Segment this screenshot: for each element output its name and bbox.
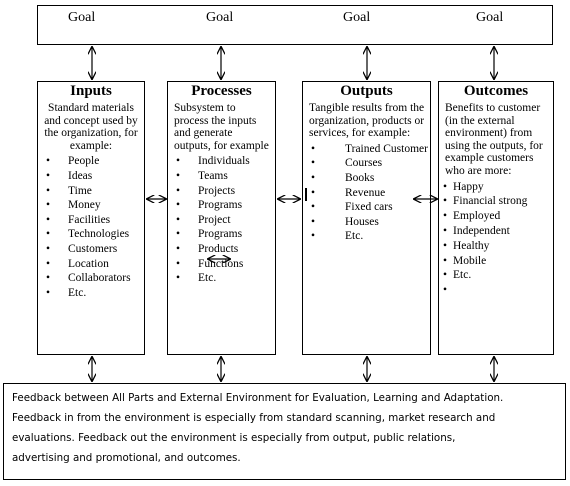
- list-item: Employed: [439, 209, 553, 224]
- list-item: Projects: [168, 184, 275, 199]
- feedback-line: Feedback between All Parts and External …: [12, 392, 504, 404]
- list-item: Independent: [439, 224, 553, 239]
- list-item: Collaborators: [38, 271, 144, 286]
- outputs-box: Outputs Tangible results from the organi…: [302, 81, 431, 355]
- list-item: Trained Customer: [303, 142, 430, 157]
- goal-label: Goal: [68, 10, 96, 25]
- goal-bar: Goal Goal Goal Goal: [37, 5, 553, 45]
- outcomes-list: Happy Financial strong Employed Independ…: [439, 180, 553, 298]
- list-item: Programs: [168, 198, 275, 213]
- list-item: Individuals: [168, 154, 275, 169]
- list-item: Etc.: [38, 286, 144, 301]
- list-item: Money: [38, 198, 144, 213]
- feedback-line: Feedback in from the environment is espe…: [12, 412, 496, 424]
- inputs-list: People Ideas Time Money Facilities Techn…: [38, 154, 144, 300]
- list-item: Happy: [439, 180, 553, 195]
- list-item: Financial strong: [439, 194, 553, 209]
- processes-box: Processes Subsystem to process the input…: [167, 81, 276, 355]
- list-item: Facilities: [38, 213, 144, 228]
- inputs-title: Inputs: [70, 83, 112, 99]
- list-item: Courses: [303, 156, 430, 171]
- feedback-box: Feedback between All Parts and External …: [3, 383, 566, 480]
- list-item: People: [38, 154, 144, 169]
- list-item: Etc.: [168, 271, 275, 286]
- list-item: Location: [38, 257, 144, 272]
- list-item: Products: [168, 242, 275, 257]
- cursor-bar: [305, 188, 307, 201]
- inputs-box: Inputs Standard materials and concept us…: [37, 81, 145, 355]
- feedback-line: advertising and promotional, and outcome…: [12, 452, 241, 464]
- outputs-description: Tangible results from the organization, …: [309, 102, 425, 140]
- outcomes-title: Outcomes: [463, 83, 529, 99]
- list-item: Fixed cars: [303, 200, 430, 215]
- processes-description: Subsystem to process the inputs and gene…: [174, 102, 269, 152]
- inputs-description: Standard materials and concept used by t…: [44, 102, 138, 152]
- processes-title: Processes: [191, 83, 252, 99]
- goal-label: Goal: [343, 10, 371, 25]
- list-item: Mobile: [439, 254, 553, 269]
- list-item: Teams: [168, 169, 275, 184]
- goal-label: Goal: [206, 10, 234, 25]
- list-item: Houses: [303, 215, 430, 230]
- feedback-line: evaluations. Feedback out the environmen…: [12, 432, 456, 444]
- outputs-list: Trained Customer Courses Books Revenue F…: [303, 142, 430, 244]
- list-item: Time: [38, 184, 144, 199]
- list-item: Ideas: [38, 169, 144, 184]
- list-item: Revenue: [303, 186, 430, 201]
- list-item: Technologies: [38, 227, 144, 242]
- outcomes-box: Outcomes Benefits to customer (in the ex…: [438, 81, 554, 355]
- list-item: Books: [303, 171, 430, 186]
- goal-label: Goal: [476, 10, 504, 25]
- list-item: Etc.: [303, 229, 430, 244]
- list-item: Programs: [168, 227, 275, 242]
- list-item: Project: [168, 213, 275, 228]
- outputs-title: Outputs: [340, 83, 393, 99]
- outcomes-description: Benefits to customer (in the external en…: [445, 102, 543, 177]
- list-item: Healthy: [439, 239, 553, 254]
- list-item: Customers: [38, 242, 144, 257]
- list-item: Etc.: [439, 268, 553, 283]
